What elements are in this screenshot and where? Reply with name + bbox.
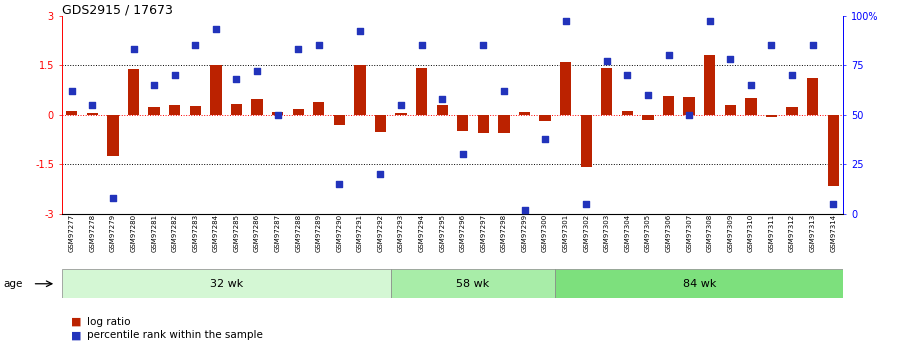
Bar [704, 55, 715, 115]
Bar [190, 107, 201, 115]
Point [414, 42, 429, 48]
Bar [643, 115, 653, 120]
Text: 58 wk: 58 wk [456, 279, 490, 289]
Point [188, 42, 203, 48]
Bar [169, 106, 180, 115]
Bar [725, 105, 736, 115]
Bar [148, 107, 160, 115]
Text: GDS2915 / 17673: GDS2915 / 17673 [62, 3, 173, 17]
Text: 32 wk: 32 wk [210, 279, 243, 289]
Bar [375, 115, 386, 132]
Point [250, 68, 264, 74]
Point [518, 207, 532, 213]
Point [209, 27, 224, 32]
Bar [519, 112, 530, 115]
Bar [395, 113, 406, 115]
Point [662, 52, 676, 58]
Bar [539, 115, 551, 121]
Text: ■: ■ [71, 317, 81, 327]
Bar [745, 98, 757, 115]
Bar [62, 269, 391, 298]
Point [620, 72, 634, 78]
Bar [231, 104, 243, 115]
Bar [313, 102, 324, 115]
Bar [827, 115, 839, 186]
Bar [354, 65, 366, 115]
Bar [334, 115, 345, 125]
Bar [66, 111, 78, 115]
Bar [436, 105, 448, 115]
Bar [210, 65, 222, 115]
Point [229, 76, 243, 82]
Bar [581, 115, 592, 167]
Point [455, 152, 470, 157]
Bar [416, 68, 427, 115]
Point [681, 112, 696, 118]
Point [764, 42, 778, 48]
Point [702, 19, 717, 24]
Text: age: age [4, 279, 23, 289]
Text: log ratio: log ratio [87, 317, 130, 327]
Bar [478, 115, 489, 133]
Point [497, 88, 511, 94]
Point [826, 201, 841, 207]
Point [600, 58, 614, 64]
Text: percentile rank within the sample: percentile rank within the sample [87, 331, 262, 340]
Bar [786, 107, 797, 115]
Bar [662, 96, 674, 115]
Bar [391, 269, 556, 298]
Point [785, 72, 799, 78]
Bar [683, 97, 695, 115]
Point [64, 88, 79, 94]
Bar [108, 115, 119, 156]
Point [538, 136, 552, 141]
Point [558, 19, 573, 24]
Point [332, 181, 347, 187]
Point [373, 171, 387, 177]
Bar [556, 269, 843, 298]
Bar [128, 69, 139, 115]
Bar [87, 113, 98, 115]
Point [147, 82, 161, 88]
Point [641, 92, 655, 98]
Point [353, 29, 367, 34]
Bar [272, 112, 283, 115]
Point [127, 47, 141, 52]
Point [85, 102, 100, 108]
Bar [499, 115, 510, 133]
Point [394, 102, 408, 108]
Point [805, 42, 820, 48]
Point [291, 47, 305, 52]
Bar [807, 78, 818, 115]
Point [271, 112, 285, 118]
Text: 84 wk: 84 wk [682, 279, 716, 289]
Text: ■: ■ [71, 331, 81, 340]
Point [311, 42, 326, 48]
Bar [766, 115, 777, 117]
Point [744, 82, 758, 88]
Bar [252, 99, 262, 115]
Bar [292, 109, 304, 115]
Bar [601, 68, 613, 115]
Point [167, 72, 182, 78]
Point [723, 57, 738, 62]
Bar [457, 115, 469, 131]
Point [435, 96, 450, 102]
Point [476, 42, 491, 48]
Point [579, 201, 594, 207]
Bar [622, 111, 633, 115]
Point [106, 195, 120, 201]
Bar [560, 62, 571, 115]
